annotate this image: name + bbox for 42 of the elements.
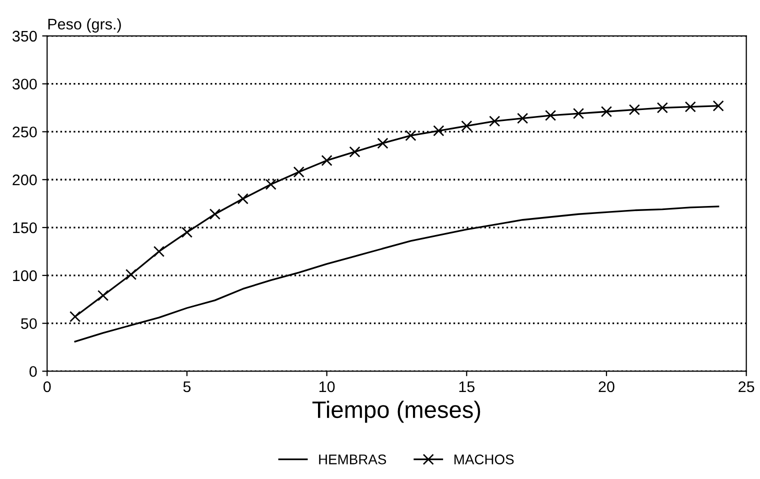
- y-tick-label: 50: [21, 318, 37, 330]
- point: [628, 104, 640, 116]
- point: [572, 108, 584, 120]
- y-tick-label: 250: [12, 126, 37, 138]
- x-axis-title: Tiempo (meses): [312, 400, 480, 423]
- x-tick-label: 10: [319, 381, 335, 392]
- y-tick-label: 300: [12, 78, 37, 90]
- point: [489, 116, 500, 127]
- x-tick-label: 5: [183, 382, 191, 392]
- point: [712, 100, 724, 112]
- y-tick-label: 100: [13, 270, 37, 282]
- point: [377, 138, 388, 149]
- point: [181, 226, 193, 238]
- y-tick-label: 350: [12, 30, 37, 42]
- y-tick-label: 150: [13, 222, 37, 234]
- x-tick-label: 0: [43, 381, 51, 392]
- legend-label: MACHOS: [454, 454, 514, 464]
- point: [153, 246, 165, 258]
- y-axis-title: Peso (grs.): [48, 18, 121, 33]
- point: [125, 268, 137, 280]
- point: [98, 290, 109, 302]
- point: [293, 166, 304, 178]
- point: [461, 120, 472, 132]
- point: [265, 178, 276, 190]
- x-tick-label: 20: [598, 381, 614, 392]
- x-tick-label: 15: [459, 382, 474, 392]
- point: [321, 154, 332, 166]
- point: [544, 110, 556, 121]
- point: [433, 125, 444, 136]
- point: [684, 101, 696, 112]
- y-tick-label: 200: [12, 174, 37, 186]
- point: [600, 106, 612, 118]
- point: [237, 193, 248, 204]
- point: [517, 112, 528, 124]
- x-tick-label: 25: [738, 381, 754, 392]
- point: [70, 311, 81, 322]
- legend-label: HEMBRAS: [319, 454, 386, 464]
- point: [405, 130, 416, 142]
- point: [656, 102, 668, 114]
- point: [209, 208, 220, 220]
- y-tick-label: 0: [30, 366, 37, 377]
- point: [349, 146, 360, 158]
